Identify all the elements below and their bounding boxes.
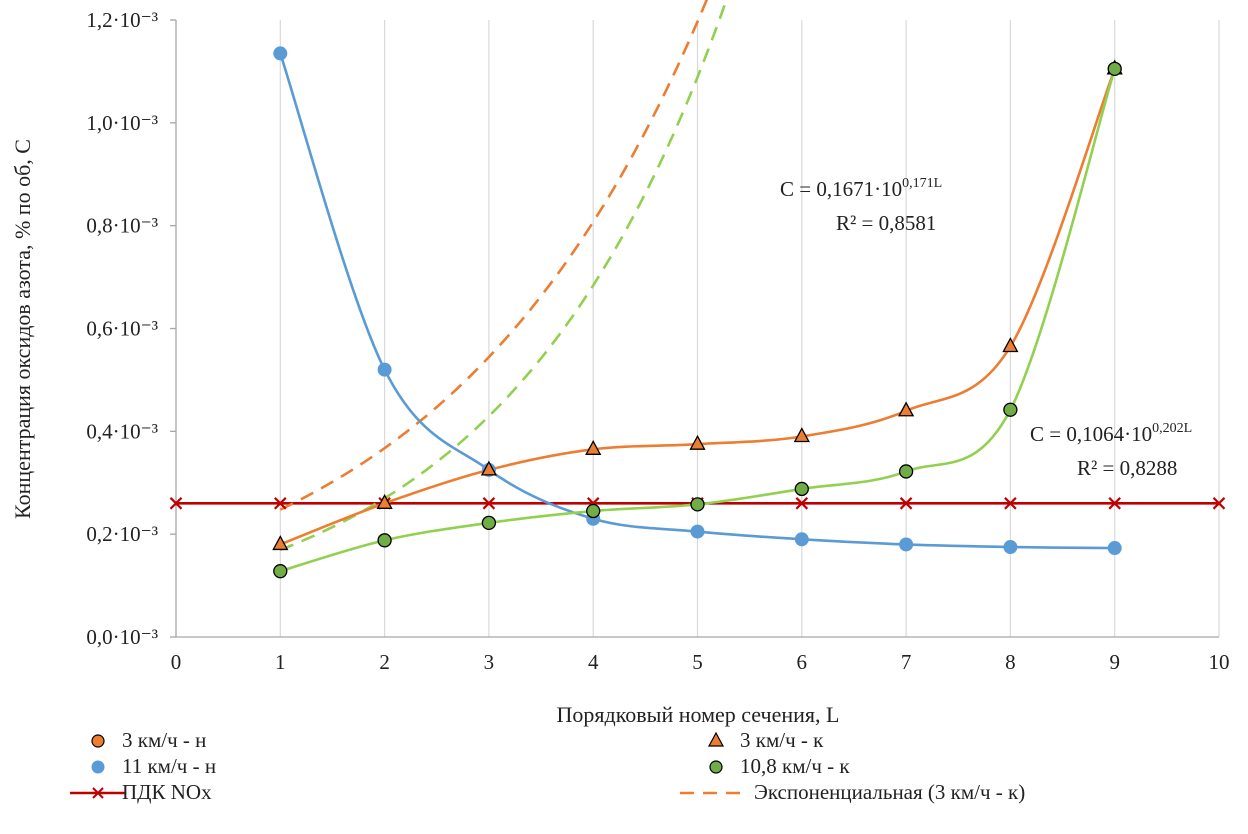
- point-3kmh-k: [793, 427, 810, 443]
- point-pdk: [1004, 497, 1017, 510]
- equation-label: C = 0,1671·100,171L: [780, 176, 942, 201]
- point-11kmh: [1107, 541, 1122, 556]
- tick-labels: 0 1 2 3 4 5 6 7 8 9 10 0,0·10⁻³ 0,2·10⁻³ 0,4·10⁻³ 0,6·…: [86, 8, 1229, 674]
- r-squared-label: R² = 0,8581: [836, 211, 936, 235]
- point-11kmh: [690, 524, 705, 539]
- legend-marker: [709, 760, 723, 774]
- y-tick-label: 1,2·10⁻³: [86, 8, 158, 32]
- point-11kmh: [899, 537, 914, 552]
- point-3kmh-k: [898, 401, 915, 417]
- point-10-8kmh: [586, 503, 601, 519]
- grid: [279, 20, 1220, 637]
- x-tick-label: 2: [379, 650, 390, 674]
- r-squared-label: R² = 0,8288: [1077, 456, 1177, 480]
- x-tick-label: 6: [797, 650, 808, 674]
- point-11kmh: [377, 362, 392, 377]
- y-tick-label: 0,6·10⁻³: [86, 317, 158, 341]
- x-tick-label: 10: [1209, 650, 1230, 674]
- legend-label: Экспоненциальная (3 км/ч - к): [754, 780, 1025, 804]
- y-tick-label: 1,0·10⁻³: [86, 111, 158, 135]
- equation-label: C = 0,1064·100,202L: [1030, 421, 1192, 446]
- x-tick-label: 8: [1005, 650, 1016, 674]
- legend-item: ПДК NOx: [70, 780, 212, 804]
- legend-marker: [91, 760, 105, 774]
- point-10-8kmh: [898, 464, 914, 479]
- legend-marker: [707, 731, 725, 747]
- legend-label: 10,8 км/ч - к: [740, 754, 850, 778]
- x-axis-label: Порядковый номер сечения, L: [557, 702, 840, 727]
- trendline-exp-green: [279, 0, 728, 552]
- legend-label: 3 км/ч - к: [740, 728, 824, 752]
- point-pdk: [1212, 497, 1226, 510]
- curve-10-8kmh: [279, 68, 1116, 573]
- point-10-8kmh: [273, 564, 288, 579]
- point-11kmh: [273, 46, 288, 61]
- y-tick-label: 0,0·10⁻³: [86, 625, 158, 649]
- annotations: C = 0,1671·100,171L R² = 0,8581 C = 0,1064…: [780, 176, 1192, 480]
- point-pdk: [795, 497, 809, 510]
- legend-label: 11 км/ч - н: [122, 754, 216, 778]
- x-tick-label: 5: [692, 650, 703, 674]
- legend-label: 3 км/ч - н: [122, 728, 206, 752]
- point-10-8kmh: [1107, 61, 1122, 76]
- legend-label: ПДК NOx: [122, 780, 212, 804]
- point-pdk: [1108, 497, 1121, 510]
- x-tick-label: 1: [275, 650, 286, 674]
- point-3kmh-k: [272, 535, 289, 551]
- x-tick-label: 7: [901, 650, 912, 674]
- point-pdk: [169, 497, 183, 510]
- legend-item: Экспоненциальная (3 км/ч - к): [680, 780, 1025, 804]
- y-tick-label: 0,2·10⁻³: [86, 522, 158, 546]
- point-pdk: [274, 497, 287, 510]
- point-10-8kmh: [1003, 402, 1018, 417]
- point-10-8kmh: [377, 533, 392, 548]
- x-tick-label: 9: [1109, 650, 1120, 674]
- y-tick-label: 0,8·10⁻³: [86, 214, 158, 238]
- legend-item: 3 км/ч - к: [707, 728, 824, 752]
- point-11kmh: [1003, 540, 1018, 555]
- point-3kmh-k: [689, 434, 706, 450]
- x-tick-label: 0: [171, 650, 182, 674]
- point-10-8kmh: [794, 481, 809, 497]
- legend-item: 11 км/ч - н: [91, 754, 216, 778]
- series-layer: [169, 0, 1226, 579]
- point-3kmh-k: [1002, 337, 1019, 353]
- y-tick-label: 0,4·10⁻³: [86, 419, 158, 443]
- legend-marker: [92, 787, 104, 799]
- legend-item: 3 км/ч - н: [91, 728, 206, 752]
- x-tick-label: 4: [588, 650, 599, 674]
- y-axis-label: Концентрация оксидов азота, % по об, C: [10, 139, 35, 519]
- axes: [170, 19, 1219, 638]
- point-3kmh-k: [585, 439, 602, 455]
- point-10-8kmh: [690, 497, 705, 512]
- point-10-8kmh: [481, 515, 497, 531]
- point-pdk: [899, 497, 913, 510]
- curve-11kmh: [279, 53, 1115, 550]
- point-3kmh-k: [376, 493, 393, 509]
- point-pdk: [482, 497, 496, 510]
- legend-item: 10,8 км/ч - к: [709, 754, 850, 778]
- legend-marker: [91, 734, 105, 748]
- x-tick-label: 3: [484, 650, 495, 674]
- point-11kmh: [794, 532, 809, 547]
- point-3kmh-k: [480, 460, 497, 476]
